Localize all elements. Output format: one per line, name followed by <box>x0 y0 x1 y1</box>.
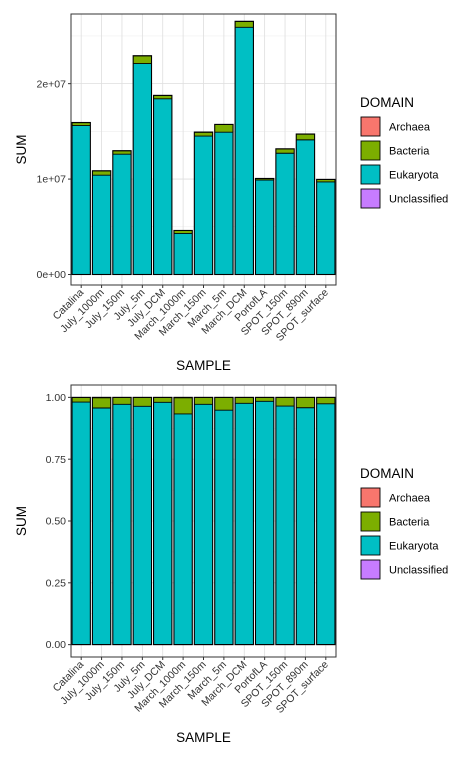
y-tick-label: 0.50 <box>46 516 67 528</box>
bar-segment-eukaryota-spot-150m <box>275 406 295 645</box>
bar-segment-eukaryota-march-150m <box>194 404 213 645</box>
bar-segment-bacteria-spot-surface <box>316 179 335 182</box>
legend-key-unclassified <box>360 188 381 209</box>
chart-absolute-sum: 0e+00 1e+07 2e+07 CatalinaJuly_1000mJuly_1… <box>14 13 448 373</box>
bar-segment-eukaryota-july-5m <box>133 406 152 645</box>
bar-segment-eukaryota-march-1000m <box>173 413 193 645</box>
legend-key-eukaryota <box>360 535 381 556</box>
y-tick-label: 0.00 <box>46 639 67 651</box>
bars <box>71 20 336 276</box>
bar-segment-bacteria-march-dcm <box>235 21 254 28</box>
legend-title: DOMAIN <box>360 466 414 481</box>
bar-segment-eukaryota-july-5m <box>133 63 152 275</box>
bar-segment-bacteria-july-1000m <box>92 170 111 176</box>
y-axis-title: SUM <box>14 506 29 536</box>
legend-key-unclassified <box>360 559 381 580</box>
legend-label-unclassified: Unclassified <box>389 194 448 206</box>
y-tick-label: 0.75 <box>46 454 67 466</box>
bar-segment-bacteria-spot-surface <box>316 397 335 404</box>
y-tick-label: 0e+00 <box>37 269 67 281</box>
bar-segment-eukaryota-july-1000m <box>92 407 111 645</box>
legend-key-eukaryota <box>360 164 381 185</box>
y-tick-label: 1.00 <box>46 392 67 404</box>
legend: DOMAIN Archaea Bacteria Eukaryota Unclassif… <box>360 466 448 580</box>
y-tick-label: 1e+07 <box>37 174 67 186</box>
legend-items: Archaea Bacteria Eukaryota Unclassified <box>360 487 448 580</box>
bar-segment-bacteria-catalina <box>72 122 91 126</box>
legend-key-bacteria <box>360 511 381 532</box>
bar-segment-eukaryota-portofla <box>255 179 274 275</box>
bar-segment-eukaryota-portofla <box>255 401 274 645</box>
bar-segment-bacteria-march-1000m <box>173 230 193 234</box>
bar-segment-eukaryota-march-150m <box>194 136 213 275</box>
bar-segment-eukaryota-spot-surface <box>316 403 335 645</box>
y-axis-ticks: 0.00 0.25 0.50 0.75 1.00 <box>46 392 71 651</box>
bar-segment-eukaryota-spot-surface <box>316 181 335 275</box>
bar-segment-bacteria-july-5m <box>133 55 152 64</box>
x-axis-ticks: CatalinaJuly_1000mJuly_150mJuly_5mJuly_D… <box>51 285 331 344</box>
bar-segment-bacteria-july-dcm <box>153 95 172 99</box>
legend-label-eukaryota: Eukaryota <box>389 170 439 182</box>
bar-segment-bacteria-march-1000m <box>173 397 193 414</box>
x-axis-title: SAMPLE <box>176 358 231 373</box>
chart-proportion-sum: 0.000.250.500.751.00 CatalinaJuly_1000mJ… <box>14 384 448 745</box>
y-tick-label: 0.25 <box>46 577 67 589</box>
bar-segment-bacteria-july-dcm <box>153 397 172 403</box>
bar-segment-bacteria-july-150m <box>112 397 132 405</box>
y-axis-ticks: 0e+00 1e+07 2e+07 <box>37 78 71 281</box>
legend-title: DOMAIN <box>360 95 414 110</box>
legend-label-bacteria: Bacteria <box>389 146 430 158</box>
legend: DOMAIN Archaea Bacteria Eukaryota Unclassif… <box>360 95 448 209</box>
x-axis-title: SAMPLE <box>176 730 231 745</box>
legend-label-archaea: Archaea <box>389 122 431 134</box>
y-axis-title: SUM <box>14 135 29 165</box>
bar-segment-bacteria-portofla <box>255 178 274 180</box>
bar-segment-eukaryota-march-1000m <box>173 233 193 275</box>
legend-label-archaea: Archaea <box>389 493 431 505</box>
legend-label-eukaryota: Eukaryota <box>389 541 439 553</box>
bar-segment-bacteria-july-1000m <box>92 397 111 408</box>
bar-segment-bacteria-spot-890m <box>296 397 315 408</box>
bar-segment-eukaryota-march-dcm <box>235 27 254 275</box>
bar-segment-eukaryota-catalina <box>72 402 91 645</box>
bar-segment-eukaryota-catalina <box>72 125 91 275</box>
bar-segment-eukaryota-july-1000m <box>92 175 111 275</box>
bar-segment-eukaryota-july-150m <box>112 404 132 645</box>
legend-label-bacteria: Bacteria <box>389 517 430 529</box>
bar-segment-eukaryota-march-dcm <box>235 403 254 645</box>
bar-segment-eukaryota-spot-150m <box>275 153 295 275</box>
bar-segment-bacteria-july-5m <box>133 397 152 407</box>
bar-segment-bacteria-march-dcm <box>235 397 254 404</box>
bar-segment-eukaryota-july-dcm <box>153 402 172 645</box>
bar-segment-bacteria-march-5m <box>214 124 234 133</box>
bar-segment-bacteria-catalina <box>72 397 91 403</box>
bars <box>71 396 336 646</box>
bar-segment-eukaryota-spot-890m <box>296 407 315 645</box>
bar-segment-eukaryota-spot-890m <box>296 139 315 275</box>
bar-segment-eukaryota-march-5m <box>214 132 234 275</box>
bar-segment-bacteria-spot-150m <box>275 397 295 407</box>
bar-segment-bacteria-portofla <box>255 397 274 402</box>
bar-segment-eukaryota-july-dcm <box>153 98 172 275</box>
bar-segment-bacteria-march-5m <box>214 397 234 411</box>
bar-segment-bacteria-july-150m <box>112 150 132 155</box>
legend-key-bacteria <box>360 140 381 161</box>
legend-key-archaea <box>360 116 381 137</box>
legend-key-archaea <box>360 487 381 508</box>
bar-segment-bacteria-spot-150m <box>275 148 295 154</box>
bar-segment-bacteria-spot-890m <box>296 134 315 140</box>
legend-items: Archaea Bacteria Eukaryota Unclassified <box>360 116 448 209</box>
bar-segment-bacteria-march-150m <box>194 132 213 137</box>
bar-segment-eukaryota-july-150m <box>112 154 132 275</box>
bar-segment-eukaryota-march-5m <box>214 410 234 645</box>
bar-segment-bacteria-march-150m <box>194 397 213 405</box>
y-tick-label: 2e+07 <box>37 78 67 90</box>
legend-label-unclassified: Unclassified <box>389 565 448 577</box>
